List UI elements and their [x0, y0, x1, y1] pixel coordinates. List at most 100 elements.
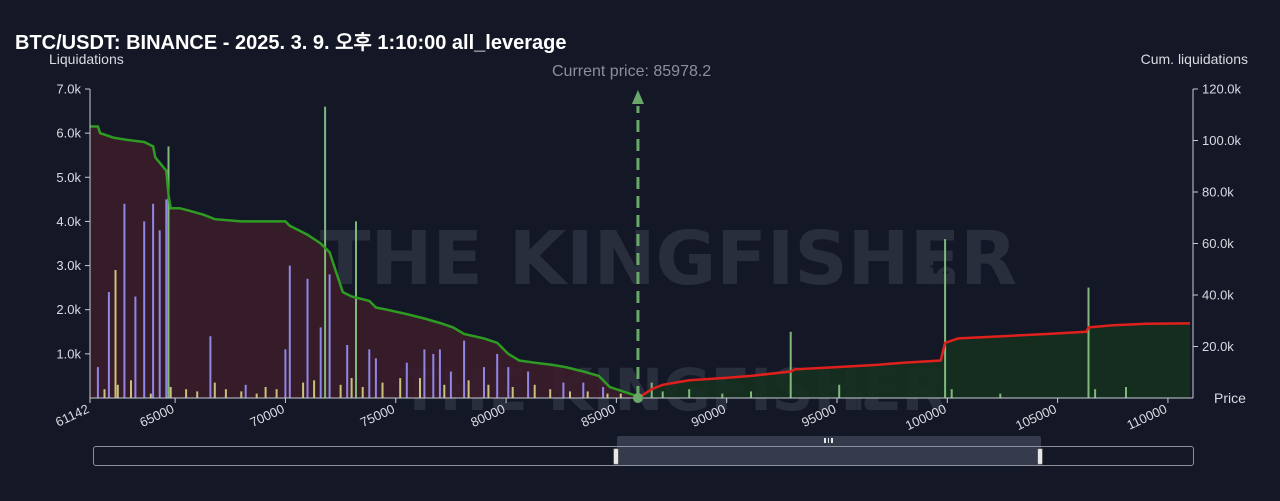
bar-yellow — [116, 384, 119, 398]
bar-purple — [107, 292, 110, 398]
x-axis-label: Price — [1214, 390, 1246, 406]
bar-purple — [134, 296, 137, 398]
bar-purple — [319, 327, 322, 398]
bar-yellow — [569, 391, 571, 398]
right-tick-label: 100.0k — [1202, 133, 1242, 148]
range-slider[interactable] — [93, 446, 1194, 466]
bar-green — [688, 389, 691, 398]
bar-yellow — [196, 391, 199, 398]
bar-purple — [158, 230, 161, 398]
right-tick-label: 120.0k — [1202, 82, 1242, 97]
watermark-text: THE KINGFISHER — [320, 216, 1017, 302]
bar-yellow — [399, 378, 402, 398]
bar-yellow — [533, 384, 536, 398]
bar-yellow — [169, 387, 172, 398]
bar-purple — [463, 340, 466, 398]
bar-yellow — [313, 380, 316, 398]
long-cum-line — [637, 322, 1191, 400]
x-tick-label: 61142 — [53, 401, 91, 429]
left-tick-label: 6.0k — [56, 126, 81, 141]
bar-green — [838, 384, 841, 398]
bar-green — [789, 331, 792, 398]
bar-green — [1087, 287, 1090, 398]
x-tick-label: 65000 — [137, 401, 176, 430]
x-tick-label: 110000 — [1124, 401, 1169, 433]
bar-yellow — [240, 391, 243, 398]
bar-yellow — [361, 387, 364, 398]
bar-purple — [449, 371, 452, 398]
bar-yellow — [185, 389, 188, 398]
bar-yellow — [103, 389, 106, 398]
bar-purple — [328, 274, 331, 398]
range-slider-handle-right[interactable] — [1037, 448, 1043, 465]
bar-yellow — [381, 382, 384, 398]
bar-purple — [507, 367, 510, 398]
left-tick-label: 5.0k — [56, 170, 81, 185]
bar-green — [999, 393, 1002, 398]
bar-yellow — [264, 387, 267, 398]
bar-yellow — [419, 378, 421, 398]
bar-purple — [374, 358, 377, 398]
bar-purple — [244, 384, 247, 398]
bar-yellow — [549, 389, 552, 398]
right-tick-label: 60.0k — [1202, 236, 1234, 251]
bar-yellow — [275, 389, 278, 398]
left-tick-label: 3.0k — [56, 258, 81, 273]
current-price-arrow — [631, 90, 644, 104]
bar-purple — [438, 349, 441, 398]
bar-yellow — [149, 393, 152, 398]
range-slider-handle-left[interactable] — [613, 448, 619, 465]
bar-green — [750, 391, 752, 398]
long-cum-fill — [638, 323, 1190, 398]
chart-title: BTC/USDT: BINANCE - 2025. 3. 9. 오후 1:10:… — [15, 32, 567, 54]
right-tick-label: 40.0k — [1202, 288, 1234, 303]
bar-purple — [284, 349, 287, 398]
bar-purple — [123, 203, 126, 398]
bar-green — [167, 146, 170, 398]
bar-yellow — [130, 380, 132, 398]
bar-yellow — [606, 393, 609, 398]
bar-purple — [582, 382, 585, 398]
short-cum-line — [90, 125, 637, 397]
right-axis-label: Cum. liquidations — [1140, 51, 1248, 67]
bar-purple — [483, 367, 485, 398]
bar-yellow — [255, 393, 258, 398]
bar-purple — [527, 371, 530, 398]
bar-green — [661, 391, 664, 398]
bar-green — [1094, 389, 1097, 398]
current-price-label: Current price: 85978.2 — [552, 63, 712, 80]
bar-purple — [209, 336, 212, 398]
bar-purple — [288, 265, 291, 398]
bar-green — [721, 393, 724, 398]
current-price-dot — [632, 393, 643, 403]
bar-purple — [346, 345, 349, 398]
bar-purple — [562, 382, 565, 398]
bar-purple — [432, 353, 435, 398]
bar-yellow — [302, 382, 305, 398]
right-tick-label: 80.0k — [1202, 185, 1234, 200]
bar-purple — [143, 221, 146, 398]
x-tick-label: 75000 — [358, 401, 397, 430]
bar-yellow — [213, 382, 216, 398]
left-tick-label: 1.0k — [56, 346, 81, 361]
bar-yellow — [511, 387, 514, 398]
bar-purple — [165, 199, 168, 398]
bar-green — [944, 239, 947, 398]
bar-green — [355, 221, 357, 398]
bar-green — [324, 106, 327, 398]
bar-yellow — [467, 380, 470, 398]
bar-yellow — [114, 270, 117, 398]
bar-purple — [96, 367, 99, 398]
left-tick-label: 7.0k — [56, 82, 81, 97]
bar-purple — [423, 349, 426, 398]
bar-yellow — [339, 384, 342, 398]
bar-purple — [496, 353, 499, 398]
bar-yellow — [350, 378, 353, 398]
x-tick-label: 70000 — [248, 401, 287, 430]
bar-green — [950, 389, 953, 398]
bar-yellow — [586, 391, 589, 398]
range-slider-grip[interactable] — [824, 438, 833, 443]
right-tick-label: 20.0k — [1202, 339, 1234, 354]
range-slider-selection[interactable] — [617, 436, 1041, 466]
